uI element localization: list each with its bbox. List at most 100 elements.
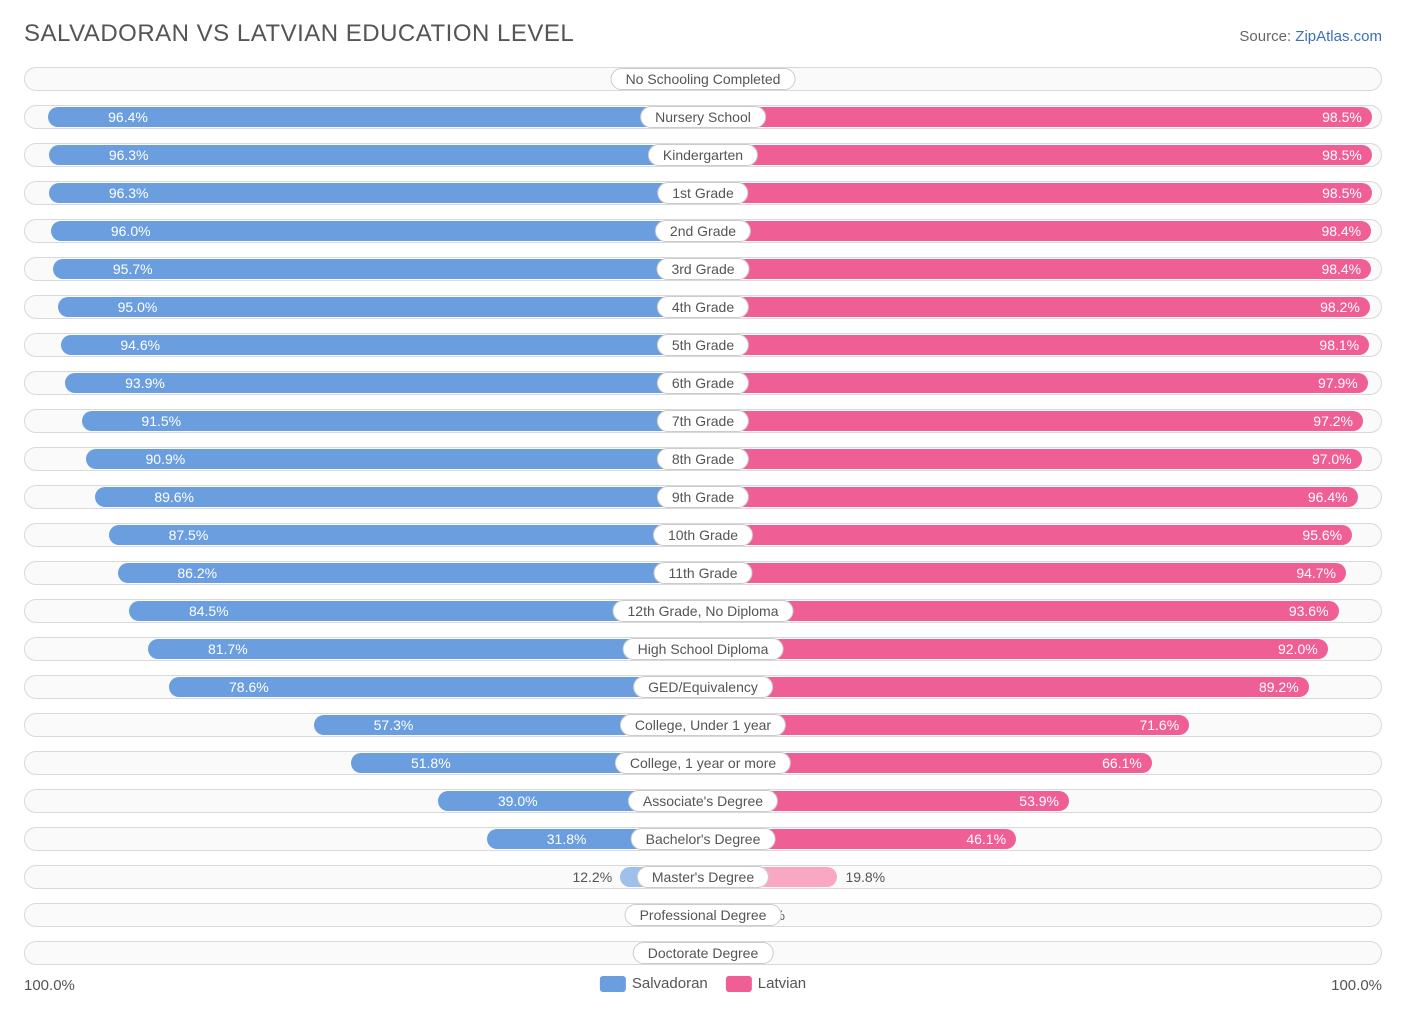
chart-row: 96.3% 98.5% 1st Grade [24, 176, 1382, 209]
chart-row: 96.0% 98.4% 2nd Grade [24, 214, 1382, 247]
bar-right [703, 183, 1372, 203]
value-left: 89.6% [144, 489, 194, 505]
category-label: 4th Grade [657, 296, 749, 318]
category-label: 2nd Grade [655, 220, 751, 242]
legend-swatch-right [726, 976, 752, 992]
value-right: 46.1% [966, 831, 1016, 847]
value-left: 12.2% [572, 869, 620, 885]
value-left: 78.6% [219, 679, 269, 695]
chart-row: 90.9% 97.0% 8th Grade [24, 442, 1382, 475]
chart-row: 87.5% 95.6% 10th Grade [24, 518, 1382, 551]
value-right: 95.6% [1302, 527, 1352, 543]
chart-row: 1.5%2.6%Doctorate Degree [24, 936, 1382, 969]
value-left: 93.9% [115, 375, 165, 391]
chart-row: 3.5%6.2%Professional Degree [24, 898, 1382, 931]
chart-row: 3.7%1.5%No Schooling Completed [24, 62, 1382, 95]
value-right: 71.6% [1139, 717, 1189, 733]
chart-row: 84.5% 93.6% 12th Grade, No Diploma [24, 594, 1382, 627]
category-label: College, Under 1 year [620, 714, 786, 736]
category-label: No Schooling Completed [611, 68, 796, 90]
bar-right [703, 373, 1368, 393]
bar-right [703, 335, 1369, 355]
chart-row: 12.2%19.8%Master's Degree [24, 860, 1382, 893]
value-left: 96.4% [98, 109, 148, 125]
legend-label-right: Latvian [758, 975, 806, 992]
category-label: Master's Degree [637, 866, 769, 888]
category-label: Professional Degree [625, 904, 782, 926]
chart-row: 95.7% 98.4% 3rd Grade [24, 252, 1382, 285]
legend-swatch-left [600, 976, 626, 992]
value-left: 95.7% [103, 261, 153, 277]
chart-row: 39.0%53.9%Associate's Degree [24, 784, 1382, 817]
chart-row: 91.5% 97.2% 7th Grade [24, 404, 1382, 437]
bar-right [703, 487, 1358, 507]
value-right: 98.1% [1319, 337, 1369, 353]
chart-row: 94.6% 98.1% 5th Grade [24, 328, 1382, 361]
value-left: 31.8% [537, 831, 587, 847]
category-label: GED/Equivalency [633, 676, 773, 698]
category-label: 9th Grade [657, 486, 749, 508]
axis-max-left: 100.0% [24, 977, 75, 994]
value-right: 94.7% [1296, 565, 1346, 581]
bar-right [703, 145, 1372, 165]
chart-footer: 100.0% Salvadoran Latvian 100.0% [24, 975, 1382, 1001]
bar-right [703, 601, 1339, 621]
bar-right [703, 525, 1352, 545]
category-label: Doctorate Degree [633, 942, 774, 964]
value-right: 98.4% [1321, 223, 1371, 239]
category-label: 7th Grade [657, 410, 749, 432]
bar-right [703, 259, 1371, 279]
value-right: 96.4% [1308, 489, 1358, 505]
value-right: 97.9% [1318, 375, 1368, 391]
value-right: 98.4% [1321, 261, 1371, 277]
value-left: 39.0% [488, 793, 538, 809]
value-right: 66.1% [1102, 755, 1152, 771]
category-label: College, 1 year or more [615, 752, 791, 774]
chart-row: 78.6% 89.2% GED/Equivalency [24, 670, 1382, 703]
category-label: 5th Grade [657, 334, 749, 356]
value-left: 96.3% [99, 185, 149, 201]
bar-right [703, 107, 1372, 127]
value-right: 98.5% [1322, 185, 1372, 201]
category-label: 11th Grade [653, 562, 752, 584]
value-left: 96.3% [99, 147, 149, 163]
category-label: Kindergarten [648, 144, 758, 166]
category-label: 10th Grade [653, 524, 753, 546]
education-diverging-bar-chart: 3.7%1.5%No Schooling Completed 96.4% 98.5%… [24, 62, 1382, 969]
value-left: 84.5% [179, 603, 229, 619]
chart-row: 89.6% 96.4% 9th Grade [24, 480, 1382, 513]
value-right: 93.6% [1289, 603, 1339, 619]
bar-right [703, 639, 1328, 659]
value-right: 98.2% [1320, 299, 1370, 315]
value-left: 51.8% [401, 755, 451, 771]
bar-right [703, 221, 1371, 241]
chart-title: SALVADORAN VS LATVIAN EDUCATION LEVEL [24, 20, 574, 48]
value-right: 89.2% [1259, 679, 1309, 695]
chart-row: 95.0%98.2%4th Grade [24, 290, 1382, 323]
chart-header: SALVADORAN VS LATVIAN EDUCATION LEVEL So… [24, 20, 1382, 48]
value-left: 87.5% [159, 527, 209, 543]
category-label: High School Diploma [623, 638, 784, 660]
category-label: 12th Grade, No Diploma [613, 600, 794, 622]
bar-right [703, 411, 1363, 431]
chart-legend: Salvadoran Latvian [600, 975, 806, 992]
value-right: 97.0% [1312, 451, 1362, 467]
category-label: 6th Grade [657, 372, 749, 394]
chart-row: 93.9% 97.9% 6th Grade [24, 366, 1382, 399]
value-left: 91.5% [131, 413, 181, 429]
legend-item-left: Salvadoran [600, 975, 708, 992]
value-left: 96.0% [101, 223, 151, 239]
value-right: 97.2% [1313, 413, 1363, 429]
category-label: Bachelor's Degree [631, 828, 776, 850]
chart-row: 86.2%94.7%11th Grade [24, 556, 1382, 589]
source-label: Source: [1239, 28, 1291, 45]
source-link[interactable]: ZipAtlas.com [1295, 28, 1382, 45]
chart-row: 57.3% 71.6% College, Under 1 year [24, 708, 1382, 741]
value-left: 94.6% [110, 337, 160, 353]
chart-source: Source: ZipAtlas.com [1239, 28, 1382, 45]
value-left: 57.3% [364, 717, 414, 733]
category-label: 8th Grade [657, 448, 749, 470]
category-label: 3rd Grade [656, 258, 749, 280]
value-left: 90.9% [135, 451, 185, 467]
category-label: 1st Grade [657, 182, 748, 204]
